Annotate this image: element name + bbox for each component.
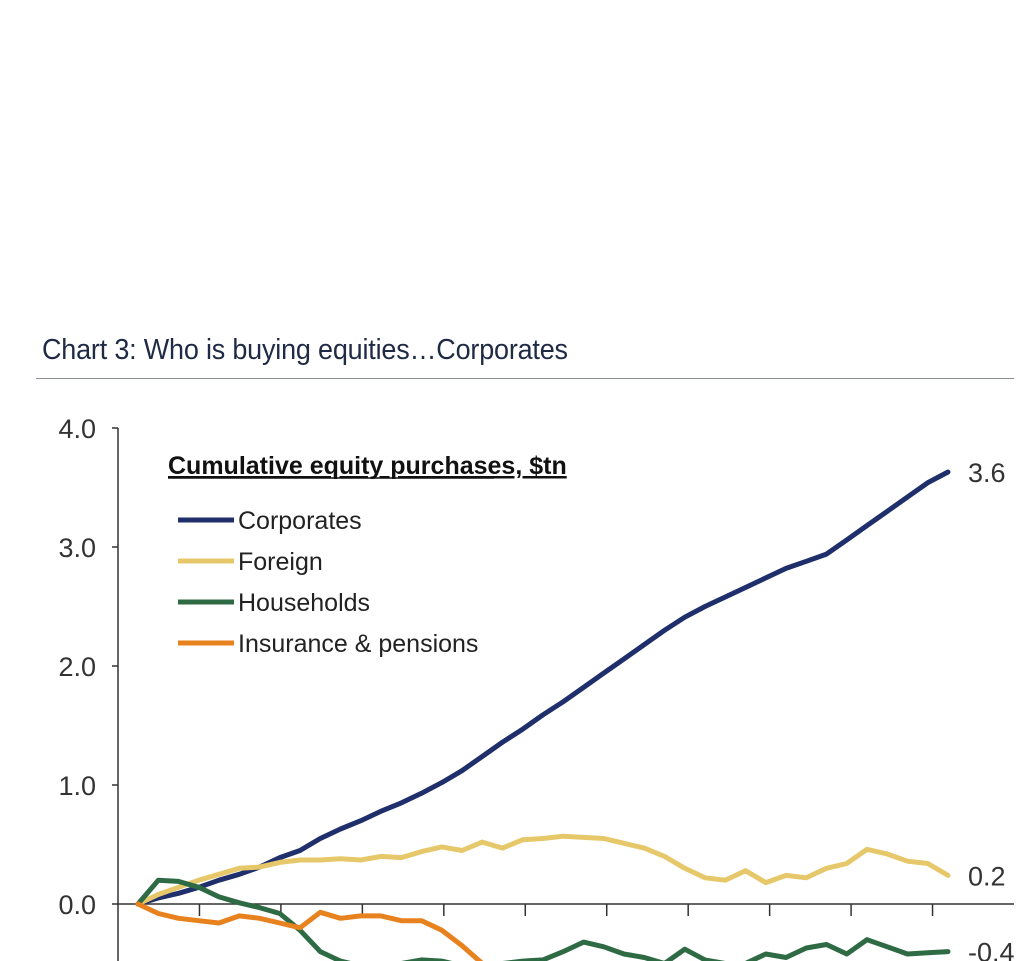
series-line-households <box>135 877 951 961</box>
y-tick-label: 2.0 <box>58 652 96 682</box>
y-tick-label: 0.0 <box>58 890 96 920</box>
legend-label: Corporates <box>238 507 362 535</box>
end-value-label: 3.6 <box>968 458 1006 488</box>
end-value-label: 0.2 <box>968 861 1006 891</box>
end-labels: 3.6 0.2 -0.4 <box>968 458 1015 961</box>
legend: Cumulative equity purchases, $tn Corporat… <box>168 452 567 658</box>
legend-label: Insurance & pensions <box>238 630 478 658</box>
legend-title: Cumulative equity purchases, $tn <box>168 452 567 480</box>
chart-title: Chart 3: Who is buying equities…Corporat… <box>42 334 568 366</box>
series-layer <box>135 469 951 961</box>
y-tick-label: 1.0 <box>58 771 96 801</box>
series-line-corporates <box>135 469 951 907</box>
title-divider <box>36 378 1014 379</box>
series-line-foreign <box>135 833 951 907</box>
series-line-insurance-pensions <box>135 901 484 961</box>
legend-label: Foreign <box>238 548 323 576</box>
end-value-label: -0.4 <box>968 938 1015 961</box>
chart-axes: 4.0 3.0 2.0 1.0 0.0 <box>58 414 1014 961</box>
y-tick-label: 4.0 <box>58 414 96 444</box>
legend-label: Households <box>238 589 370 617</box>
y-tick-label: 3.0 <box>58 533 96 563</box>
